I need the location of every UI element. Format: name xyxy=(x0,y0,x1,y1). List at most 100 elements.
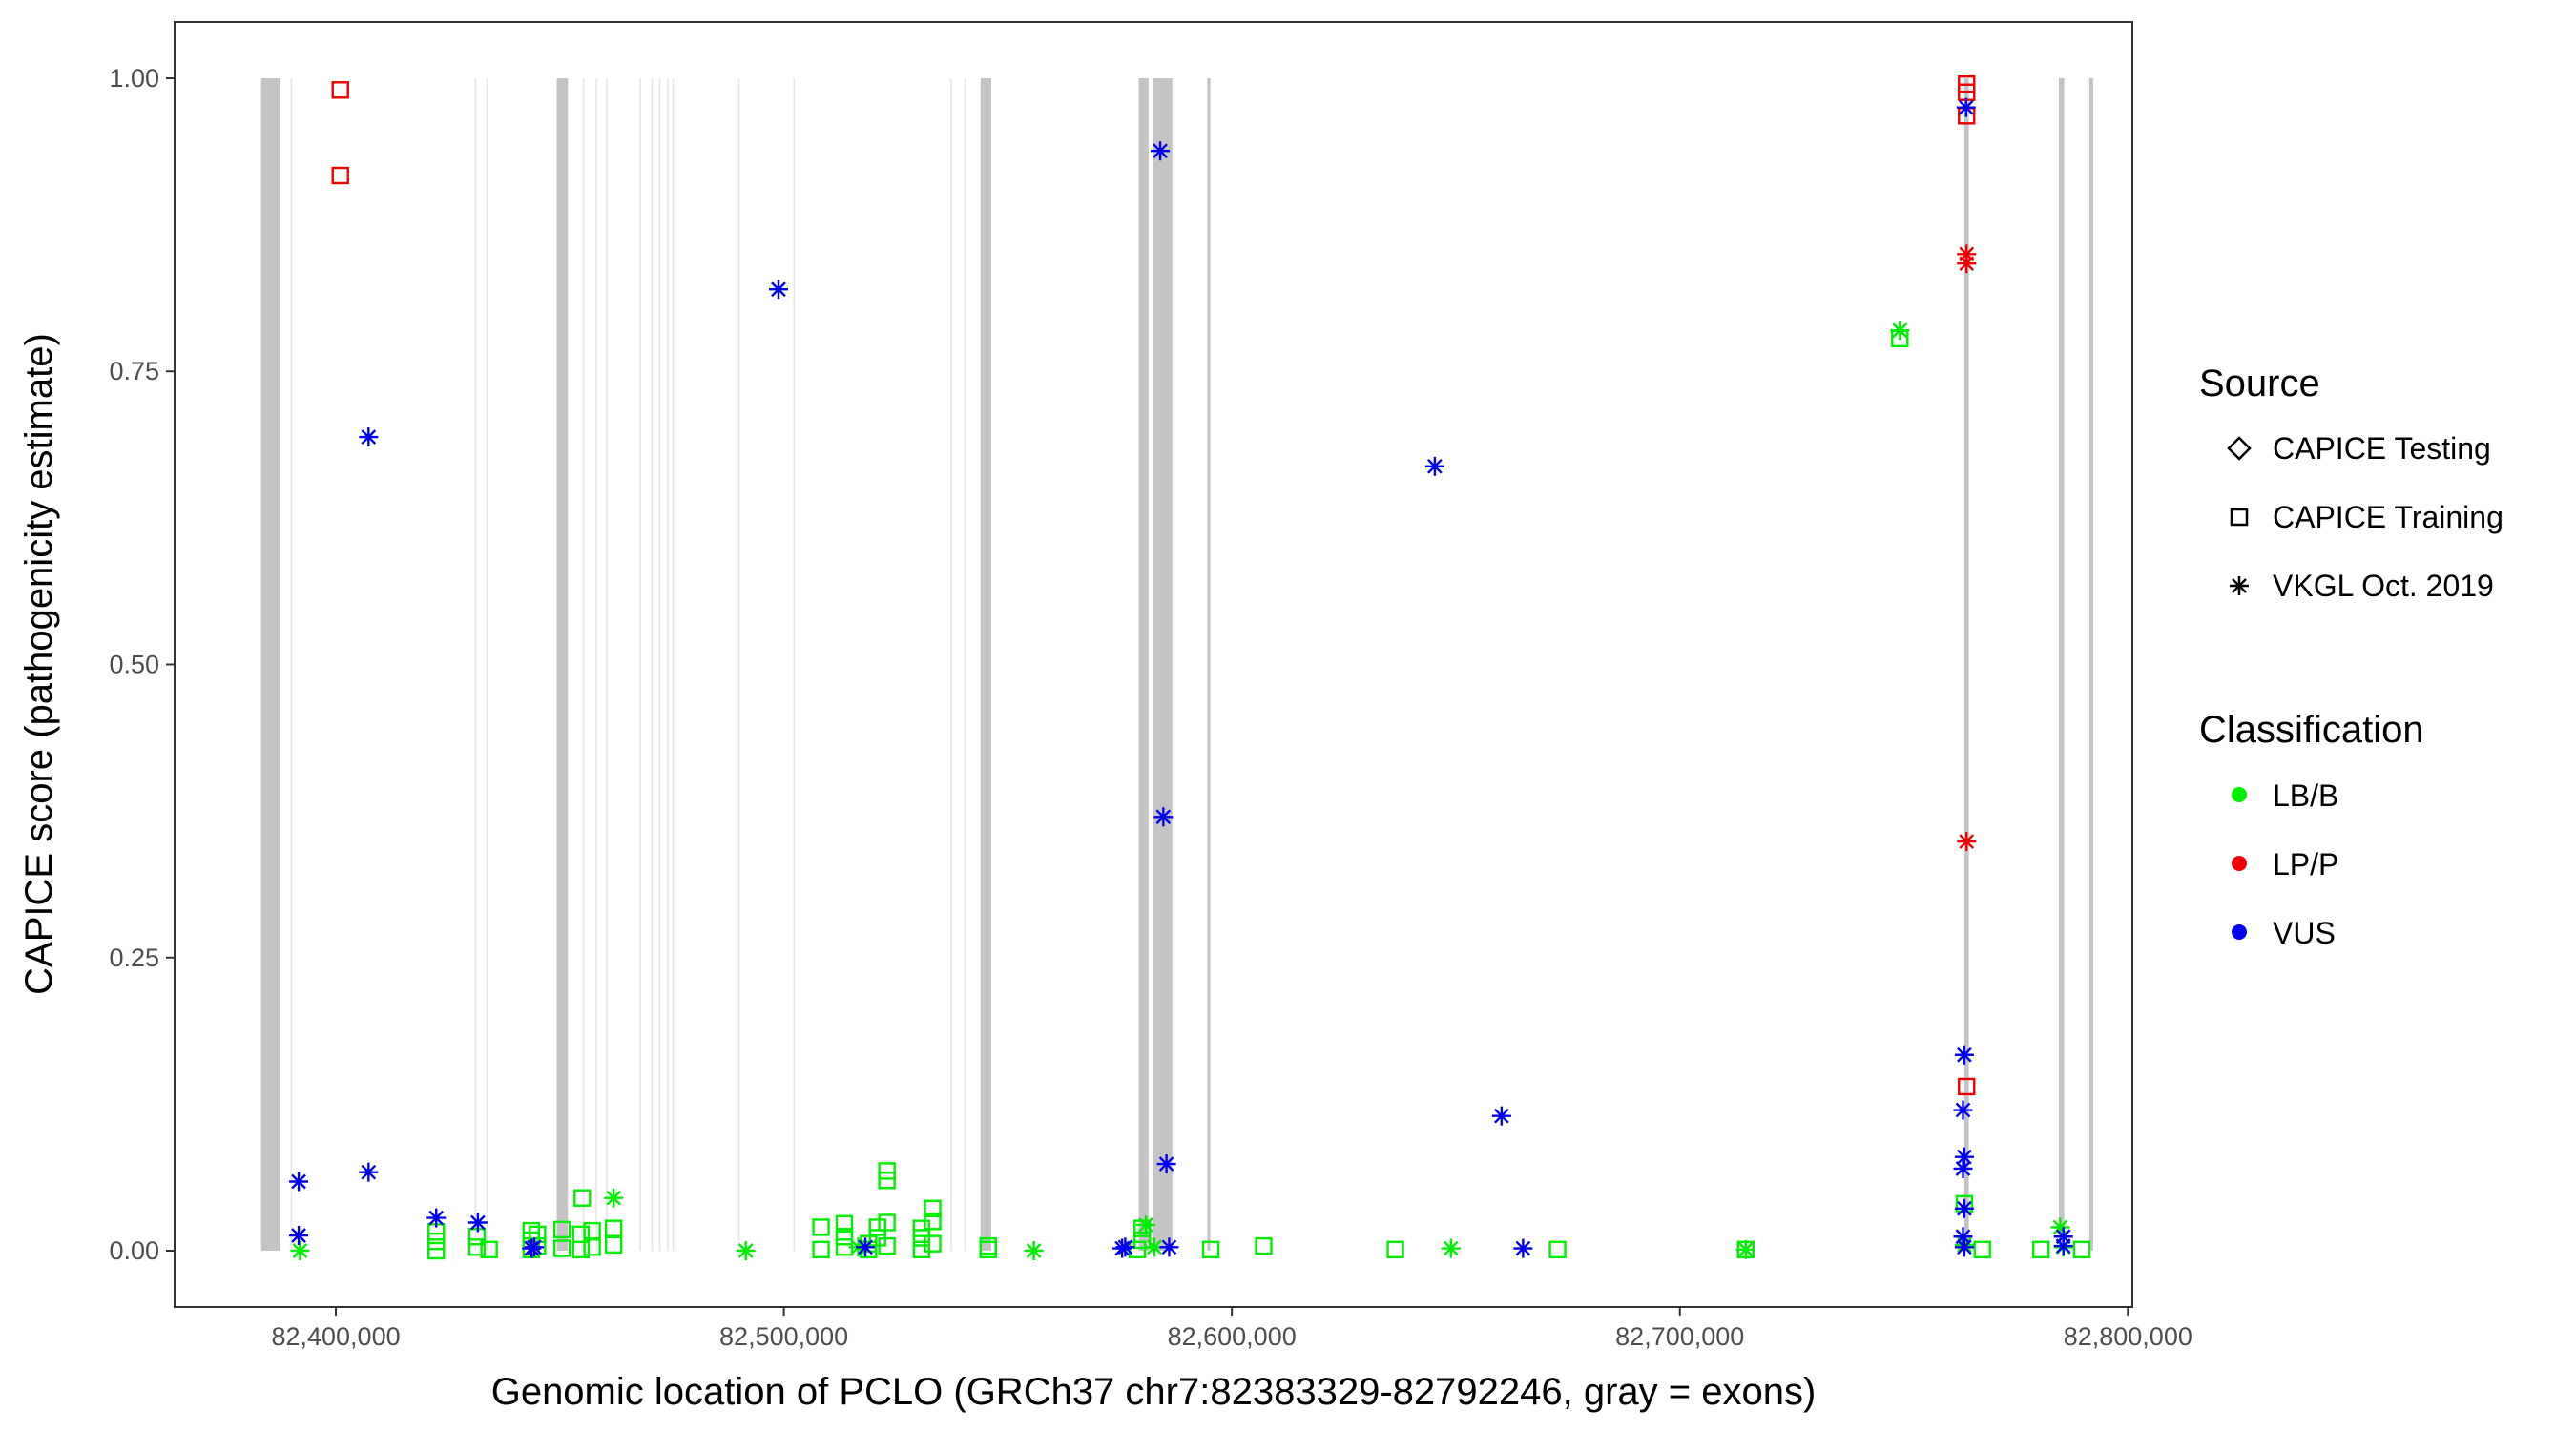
point-square xyxy=(427,1241,446,1260)
point-asterisk xyxy=(1735,1239,1755,1259)
x-tick-label: 82,400,000 xyxy=(271,1322,400,1351)
point-asterisk xyxy=(1136,1214,1156,1234)
exon-band xyxy=(486,77,488,1252)
asterisk-symbol-icon xyxy=(2230,576,2249,595)
exon-band xyxy=(964,77,966,1252)
point-asterisk xyxy=(467,1213,488,1233)
point-square xyxy=(480,1240,498,1258)
point-square xyxy=(924,1234,942,1253)
exon-band xyxy=(667,77,669,1252)
point-square xyxy=(1255,1236,1273,1255)
x-tick-label: 82,700,000 xyxy=(1615,1322,1744,1351)
point-square xyxy=(979,1236,997,1255)
y-tick-label: 0.00 xyxy=(109,1236,159,1265)
point-square xyxy=(912,1240,930,1258)
legend-label-capice-training: CAPICE Training xyxy=(2273,500,2503,534)
legend-label-vus: VUS xyxy=(2273,916,2336,950)
exon-band xyxy=(1138,77,1149,1252)
point-asterisk xyxy=(736,1241,756,1261)
green-dot-icon xyxy=(2232,787,2247,802)
x-tick-label: 82,500,000 xyxy=(719,1322,848,1351)
square-symbol-icon xyxy=(2230,508,2249,527)
point-asterisk xyxy=(2053,1236,2073,1256)
point-square xyxy=(812,1218,830,1236)
point-asterisk xyxy=(426,1208,447,1228)
point-asterisk xyxy=(1890,321,1910,341)
point-asterisk xyxy=(1954,1237,1974,1257)
point-asterisk xyxy=(1024,1241,1044,1261)
legend-source-title: Source xyxy=(2199,363,2320,404)
exon-band xyxy=(639,77,642,1252)
point-asterisk xyxy=(1954,1045,1974,1065)
point-asterisk xyxy=(1953,1100,1973,1120)
point-asterisk xyxy=(359,427,379,447)
point-square xyxy=(878,1213,896,1232)
point-square xyxy=(1386,1240,1404,1258)
point-square xyxy=(912,1229,930,1247)
point-square xyxy=(1958,1077,1976,1096)
point-square xyxy=(573,1189,592,1207)
point-square xyxy=(427,1232,446,1251)
point-asterisk xyxy=(1156,1154,1176,1174)
exon-band xyxy=(595,77,597,1252)
exon-band xyxy=(1153,77,1173,1252)
point-square xyxy=(812,1240,830,1258)
legend-key-lbb: LB/B xyxy=(2232,778,2338,813)
point-asterisk xyxy=(1513,1238,1533,1258)
point-square xyxy=(571,1225,591,1244)
point-asterisk xyxy=(1953,1158,1973,1178)
point-square xyxy=(924,1213,942,1231)
y-axis-title: CAPICE score (pathogenicity estimate) xyxy=(18,333,60,995)
point-asterisk xyxy=(1491,1106,1511,1126)
point-square xyxy=(878,1162,896,1180)
point-square xyxy=(331,166,349,185)
point-square xyxy=(604,1219,623,1237)
x-tick-label: 82,600,000 xyxy=(1168,1322,1297,1351)
point-square xyxy=(583,1221,601,1240)
x-axis-title: Genomic location of PCLO (GRCh37 chr7:82… xyxy=(491,1371,1817,1413)
point-square xyxy=(552,1239,571,1257)
point-asterisk xyxy=(290,1241,310,1261)
legend-key-capice-training: CAPICE Training xyxy=(2230,500,2503,534)
point-square xyxy=(868,1218,886,1236)
point-asterisk xyxy=(525,1237,545,1257)
blue-dot-icon xyxy=(2232,924,2247,940)
y-tick-label: 0.25 xyxy=(109,944,159,972)
exon-band xyxy=(474,77,477,1252)
point-asterisk xyxy=(1957,254,1977,274)
point-square xyxy=(1201,1240,1220,1258)
point-asterisk xyxy=(856,1237,876,1257)
point-square xyxy=(583,1238,601,1256)
exon-band xyxy=(793,77,796,1252)
point-square xyxy=(604,1235,623,1255)
point-asterisk xyxy=(1957,832,1977,852)
point-asterisk xyxy=(1424,456,1444,476)
y-tick-label: 0.75 xyxy=(109,357,159,385)
exon-band xyxy=(290,77,293,1252)
exon-band xyxy=(672,77,675,1252)
point-square xyxy=(552,1220,571,1239)
point-square xyxy=(467,1238,487,1256)
legend-label-capice-testing: CAPICE Testing xyxy=(2273,431,2491,466)
point-asterisk xyxy=(1956,97,1976,117)
data-points xyxy=(289,74,2091,1261)
point-square xyxy=(331,81,349,99)
exon-band xyxy=(1207,77,1211,1252)
y-tick-label: 0.50 xyxy=(109,651,159,679)
exon-band xyxy=(658,77,661,1252)
legend-classification-title: Classification xyxy=(2199,709,2424,751)
exon-band xyxy=(980,77,992,1252)
point-asterisk xyxy=(1112,1238,1132,1258)
exon-band xyxy=(651,77,654,1252)
point-square xyxy=(1133,1231,1152,1250)
exon-band xyxy=(737,77,740,1252)
exon-band xyxy=(260,77,280,1252)
point-asterisk xyxy=(1151,141,1171,161)
exon-band xyxy=(582,77,585,1252)
point-square xyxy=(878,1236,896,1255)
point-square xyxy=(878,1172,896,1190)
legend-key-capice-testing: CAPICE Testing xyxy=(2227,431,2491,466)
legend-key-lpp: LP/P xyxy=(2232,847,2338,881)
exon-bands xyxy=(260,77,2093,1252)
point-asterisk xyxy=(1115,1237,1135,1257)
